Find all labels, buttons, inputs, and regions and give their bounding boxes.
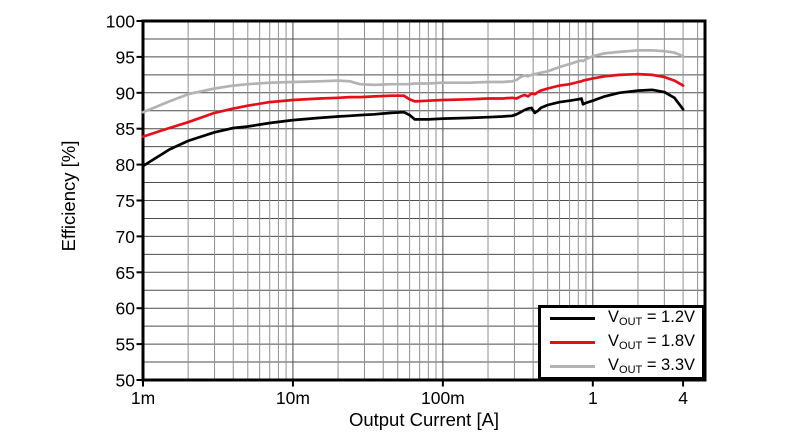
legend-swatch-line (550, 317, 595, 320)
x-tick-label: 1m (131, 388, 155, 408)
x-tick-label: 100m (421, 388, 465, 408)
y-tick-label: 80 (116, 155, 136, 175)
x-tick-label: 4 (678, 388, 688, 408)
x-tick-label: 1 (588, 388, 598, 408)
legend-label: VOUT = 3.3V (608, 356, 695, 376)
y-tick-label: 65 (116, 263, 135, 283)
series-line-1.2 (141, 88, 685, 168)
y-tick-label: 60 (116, 299, 136, 319)
series-line-1.8 (141, 72, 685, 138)
legend-item: VOUT = 3.3V (550, 356, 702, 377)
series-line-3.3 (141, 49, 685, 114)
legend-item: VOUT = 1.8V (550, 332, 702, 353)
legend-swatch-line (550, 365, 595, 368)
legend: VOUT = 1.2V VOUT = 1.8V VOUT = 3.3V (538, 305, 705, 380)
legend-item: VOUT = 1.2V (550, 308, 702, 329)
legend-swatch-line (550, 341, 595, 344)
y-tick-label: 100 (106, 12, 135, 32)
plot-border (141, 19, 707, 382)
y-tick-label: 55 (116, 335, 135, 355)
legend-label: VOUT = 1.2V (608, 308, 695, 328)
x-tick-label: 10m (276, 388, 310, 408)
y-tick-label: 70 (116, 227, 136, 247)
y-tick-label: 95 (116, 47, 135, 67)
y-axis-title: Efficiency [%] (58, 140, 79, 252)
y-tick-label: 75 (116, 191, 135, 211)
y-tick-label: 90 (116, 83, 136, 103)
legend-label: VOUT = 1.8V (608, 332, 695, 352)
x-axis-title: Output Current [A] (348, 409, 500, 430)
y-tick-label: 85 (116, 119, 135, 139)
y-tick-label: 50 (116, 371, 136, 391)
